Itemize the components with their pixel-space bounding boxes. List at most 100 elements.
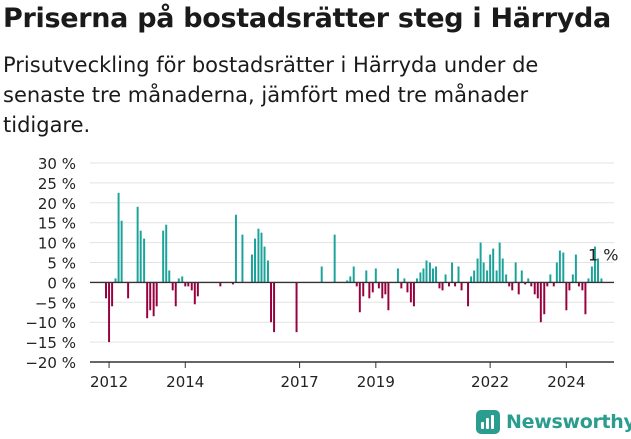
- bar: [479, 242, 482, 283]
- bar: [352, 266, 355, 283]
- bar: [473, 270, 476, 283]
- bar: [565, 282, 568, 311]
- bar: [270, 282, 273, 323]
- bar: [127, 282, 130, 299]
- bar: [120, 220, 123, 283]
- bar: [511, 282, 514, 291]
- y-tick-label: −15 %: [25, 334, 76, 352]
- bar: [184, 282, 187, 287]
- x-tick-label: 2022: [471, 373, 509, 391]
- bar: [568, 282, 571, 291]
- bar: [539, 282, 542, 323]
- bar: [451, 262, 454, 283]
- bar: [168, 270, 171, 283]
- bar: [108, 282, 111, 343]
- y-tick-label: 20 %: [38, 195, 76, 213]
- bar: [419, 272, 422, 283]
- y-tick-label: −10 %: [25, 314, 76, 332]
- bar: [234, 214, 237, 283]
- x-tick-label: 2014: [166, 373, 204, 391]
- chart-title: Priserna på bostadsrätter steg i Härryda: [3, 3, 611, 34]
- bar: [368, 282, 371, 299]
- bar: [514, 262, 517, 283]
- bar: [333, 234, 336, 283]
- bar: [403, 278, 406, 283]
- bar: [562, 252, 565, 283]
- bar: [346, 280, 349, 283]
- bar: [536, 282, 539, 299]
- bar: [428, 262, 431, 283]
- x-tick-label: 2024: [547, 373, 585, 391]
- brand-name: Newsworthy: [506, 411, 631, 433]
- bar: [358, 282, 361, 313]
- bar: [196, 282, 199, 297]
- bar: [152, 282, 155, 317]
- bar: [231, 282, 234, 285]
- bar: [546, 282, 549, 287]
- bar: [381, 282, 384, 299]
- bar: [387, 282, 390, 311]
- bar: [530, 282, 533, 287]
- bar: [593, 246, 596, 283]
- bar: [533, 282, 536, 295]
- y-tick-label: 25 %: [38, 175, 76, 193]
- bar: [600, 278, 603, 283]
- bar: [146, 282, 149, 319]
- bar: [257, 228, 260, 283]
- bar: [415, 278, 418, 283]
- bar: [171, 282, 174, 291]
- bar: [555, 262, 558, 283]
- bar: [139, 230, 142, 283]
- newsworthy-logo-icon: [476, 410, 500, 434]
- bar: [400, 282, 403, 289]
- bar: [377, 282, 380, 289]
- bar: [425, 260, 428, 283]
- bar: [520, 270, 523, 283]
- bar: [476, 258, 479, 283]
- y-tick-label: 0 %: [47, 274, 76, 292]
- x-tick-label: 2012: [90, 373, 128, 391]
- bar: [435, 266, 438, 283]
- bar: [460, 282, 463, 291]
- bar: [457, 266, 460, 283]
- bar: [295, 282, 298, 333]
- bar: [501, 258, 504, 283]
- bar: [174, 282, 177, 307]
- bar: [111, 282, 114, 307]
- bar: [241, 234, 244, 283]
- bar: [467, 282, 470, 307]
- bar: [273, 282, 276, 333]
- bar: [374, 268, 377, 283]
- bar: [470, 276, 473, 283]
- bar: [266, 260, 269, 283]
- bar: [441, 282, 444, 291]
- x-tick-label: 2017: [281, 373, 319, 391]
- bar: [448, 282, 450, 287]
- annotation-label: 1 %: [588, 245, 618, 264]
- y-tick-label: 5 %: [47, 255, 76, 273]
- bar: [517, 282, 520, 295]
- bar: [365, 270, 368, 283]
- bar: [552, 282, 555, 287]
- bar: [412, 282, 415, 307]
- bar: [581, 282, 584, 291]
- bar: [117, 192, 120, 283]
- y-tick-label: 10 %: [38, 235, 76, 253]
- bar: [431, 268, 434, 283]
- bar: [349, 276, 352, 283]
- bar: [482, 262, 485, 283]
- bar: [438, 282, 441, 289]
- bar: [597, 258, 599, 283]
- bar: [371, 282, 374, 293]
- bar: [250, 254, 253, 283]
- y-tick-label: 15 %: [38, 215, 76, 233]
- bar: [486, 270, 489, 283]
- bar: [105, 282, 107, 299]
- bar: [155, 282, 158, 307]
- bar: [409, 282, 412, 303]
- y-tick-label: −20 %: [25, 354, 76, 372]
- bar: [136, 206, 139, 283]
- bar: [193, 282, 196, 305]
- chart-subtitle: Prisutveckling för bostadsrätter i Härry…: [3, 53, 539, 137]
